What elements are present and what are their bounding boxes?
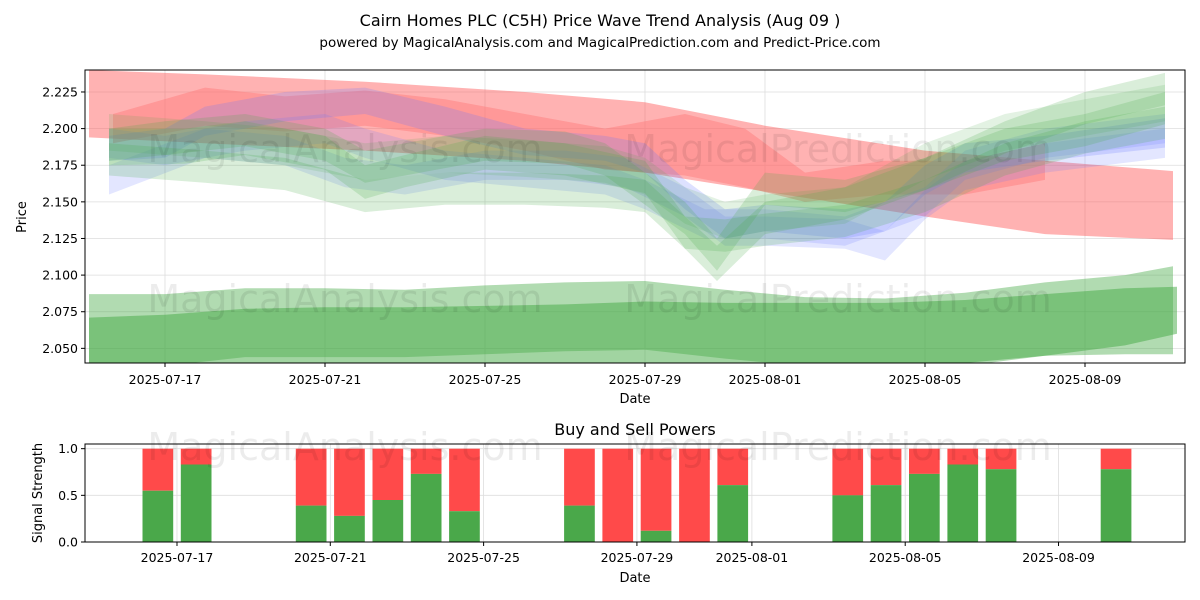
sell-bar <box>640 448 672 531</box>
sell-bar <box>832 448 864 496</box>
buy-bar <box>985 469 1017 542</box>
buy-bar <box>449 511 480 542</box>
buy-bar <box>180 464 212 542</box>
price-y-tick-label: 2.175 <box>42 158 78 173</box>
sell-bar <box>679 448 710 542</box>
chart-subtitle: powered by MagicalAnalysis.com and Magic… <box>319 35 880 51</box>
signal-x-tick-label: 2025-07-29 <box>601 550 674 565</box>
sell-bar <box>870 448 902 486</box>
price-y-tick-label: 2.200 <box>42 121 78 136</box>
sell-bar <box>449 448 480 512</box>
signal-y-tick-label: 0.0 <box>58 535 78 550</box>
sell-bar <box>410 448 442 474</box>
sell-bar <box>909 448 940 474</box>
sell-bar <box>142 448 174 491</box>
chart-title: Cairn Homes PLC (C5H) Price Wave Trend A… <box>360 11 841 30</box>
buy-bar <box>640 530 672 542</box>
sell-bar <box>334 448 365 516</box>
signal-x-tick-label: 2025-07-25 <box>447 550 520 565</box>
band-red-wave <box>113 87 1045 202</box>
signal-y-ticks: 0.0 0.5 1.0 <box>58 441 85 550</box>
band-blue-wave-3 <box>109 114 1165 246</box>
signal-plot-frame <box>84 443 1186 543</box>
buy-bar <box>717 485 749 542</box>
sell-bar <box>1100 448 1132 470</box>
watermark-prediction-lower: MagicalPrediction.com <box>624 277 1052 321</box>
price-x-tick-label: 2025-07-17 <box>129 372 202 387</box>
signal-x-tick-label: 2025-08-01 <box>716 550 789 565</box>
price-y-tick-label: 2.075 <box>42 304 78 319</box>
signal-x-tick-label: 2025-07-21 <box>294 550 367 565</box>
band-red-trend <box>89 70 1173 240</box>
price-x-axis-label: Date <box>619 392 650 407</box>
price-y-tick-label: 2.125 <box>42 231 78 246</box>
buy-bar <box>909 473 940 542</box>
sell-bar <box>295 448 327 506</box>
price-watermarks: MagicalAnalysis.com MagicalPrediction.co… <box>147 127 1051 321</box>
price-y-tick-label: 2.225 <box>42 84 78 99</box>
price-bands <box>89 70 1177 363</box>
band-green-wave-4 <box>109 84 1165 239</box>
buy-bar <box>564 505 595 542</box>
sell-bar <box>372 448 404 500</box>
band-green-wave-1 <box>109 72 1165 271</box>
buy-bar <box>295 505 327 542</box>
signal-chart-title: Buy and Sell Powers <box>554 420 716 439</box>
buy-bar <box>1100 469 1132 542</box>
buy-bar <box>832 495 864 542</box>
price-x-tick-label: 2025-08-01 <box>729 372 802 387</box>
signal-chart-panel: Buy and Sell Powers MagicalAnalysis.com … <box>31 420 1186 586</box>
price-plot-frame <box>84 69 1186 364</box>
price-x-tick-label: 2025-07-25 <box>449 372 522 387</box>
sell-bar <box>564 448 595 506</box>
price-x-tick-label: 2025-08-05 <box>889 372 962 387</box>
signal-x-axis-label: Date <box>619 571 650 586</box>
band-blue-wave-1 <box>109 87 1165 239</box>
price-y-tick-label: 2.150 <box>42 194 78 209</box>
watermark-analysis-lower: MagicalAnalysis.com <box>147 277 542 321</box>
price-x-tick-label: 2025-08-09 <box>1049 372 1122 387</box>
watermark-prediction: MagicalPrediction.com <box>624 127 1052 171</box>
signal-watermarks: MagicalAnalysis.com MagicalPrediction.co… <box>147 425 1051 469</box>
signal-x-tick-label: 2025-08-09 <box>1022 550 1095 565</box>
band-blue-wave-2 <box>109 128 1165 261</box>
signal-bars <box>142 448 1132 542</box>
signal-watermark-analysis: MagicalAnalysis.com <box>147 425 542 469</box>
sell-bar <box>947 448 979 465</box>
price-x-tick-label: 2025-07-29 <box>609 372 682 387</box>
buy-bar <box>947 464 979 542</box>
price-chart-panel: MagicalAnalysis.com MagicalPrediction.co… <box>15 69 1186 407</box>
buy-bar <box>870 485 902 542</box>
signal-y-axis-label: Signal Strength <box>31 443 46 543</box>
signal-x-tick-label: 2025-08-05 <box>869 550 942 565</box>
price-y-tick-label: 2.100 <box>42 268 78 283</box>
price-x-ticks: 2025-07-17 2025-07-21 2025-07-25 2025-07-29… <box>129 363 1122 387</box>
band-green-wave-3 <box>109 106 1165 252</box>
band-green-wave-2 <box>109 92 1165 281</box>
sell-bar <box>717 448 749 486</box>
signal-watermark-prediction: MagicalPrediction.com <box>624 425 1052 469</box>
signal-x-ticks: 2025-07-17 2025-07-21 2025-07-25 2025-07-29… <box>141 542 1095 565</box>
signal-y-tick-label: 0.5 <box>58 488 78 503</box>
price-y-ticks: 2.050 2.075 2.100 2.125 2.150 2.175 2.200 2.225 <box>42 84 85 356</box>
watermark-analysis: MagicalAnalysis.com <box>147 127 542 171</box>
price-y-axis-label: Price <box>15 201 30 233</box>
signal-x-tick-label: 2025-07-17 <box>141 550 214 565</box>
band-lower-green-core <box>89 286 1177 363</box>
signal-y-tick-label: 1.0 <box>58 441 78 456</box>
buy-bar <box>372 500 404 542</box>
price-y-tick-label: 2.050 <box>42 341 78 356</box>
sell-bar <box>985 448 1017 470</box>
sell-bar <box>602 448 634 542</box>
buy-bar <box>410 473 442 542</box>
buy-bar <box>334 515 365 542</box>
buy-bar <box>142 490 174 542</box>
sell-bar <box>180 448 212 465</box>
price-x-tick-label: 2025-07-21 <box>289 372 362 387</box>
